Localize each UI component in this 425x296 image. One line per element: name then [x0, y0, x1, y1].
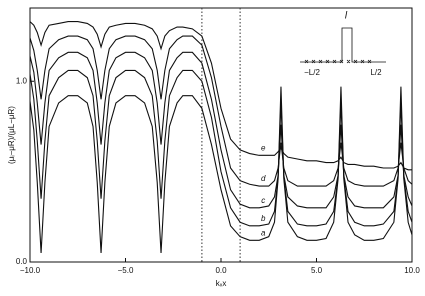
- y-axis-label: (μᵢ−μR)/(μL−μR): [7, 106, 16, 164]
- x-axis-label: kₓx: [216, 279, 227, 288]
- inset: [300, 27, 386, 64]
- x-tick-label: 5.0: [311, 266, 323, 275]
- series-label: a: [261, 228, 266, 237]
- series-label: c: [261, 196, 265, 205]
- series-line: [29, 21, 412, 171]
- y-tick-label: 0.0: [16, 257, 28, 266]
- x-tick-label: 0.0: [215, 266, 227, 275]
- plot-frame: [29, 7, 413, 263]
- inset-label: L/2: [370, 68, 382, 77]
- series-line: [29, 86, 413, 253]
- series-line: [29, 69, 413, 227]
- series-line: [29, 51, 413, 209]
- inset-step: [300, 27, 386, 63]
- inset-label: l: [345, 11, 348, 22]
- series-label: d: [261, 174, 266, 183]
- x-tick-label: −5.0: [118, 266, 134, 275]
- x-tick-label: −10.0: [20, 266, 41, 275]
- series-label: e: [261, 143, 266, 152]
- y-tick-label: 1.0: [16, 76, 28, 85]
- inset-label: −L/2: [304, 68, 320, 77]
- series-line: [29, 35, 413, 187]
- x-tick-label: 10.0: [404, 266, 420, 275]
- inset-sites: [304, 59, 372, 64]
- series-label: b: [261, 214, 266, 223]
